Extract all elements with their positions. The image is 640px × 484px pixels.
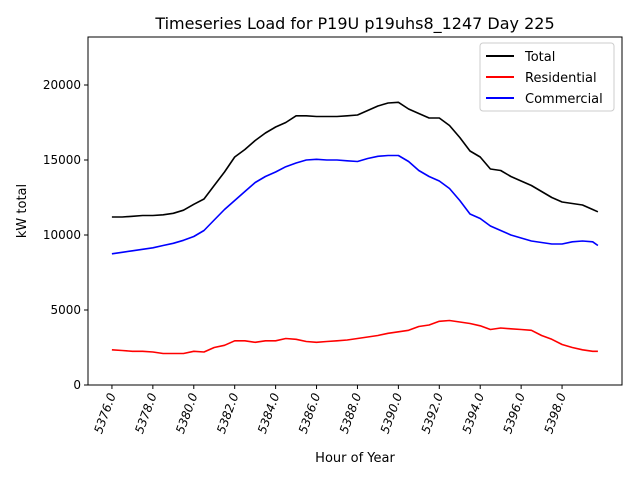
x-tick-label: 5394.0 bbox=[460, 391, 488, 436]
x-tick-label: 5398.0 bbox=[541, 391, 569, 436]
legend: Total Residential Commercial bbox=[479, 42, 615, 112]
legend-label-total: Total bbox=[524, 50, 555, 65]
plot-frame bbox=[87, 36, 623, 386]
series-line-total bbox=[111, 101, 599, 218]
x-axis-label: Hour of Year bbox=[315, 451, 395, 466]
y-tick-label: 0 bbox=[73, 378, 81, 392]
legend-label-residential: Residential bbox=[525, 71, 597, 86]
y-tick-label: 10000 bbox=[43, 228, 81, 242]
x-tick-label: 5396.0 bbox=[500, 391, 528, 436]
x-tick-label: 5386.0 bbox=[296, 391, 324, 436]
x-tick-label: 5392.0 bbox=[419, 391, 447, 436]
x-tick-label: 5378.0 bbox=[132, 391, 160, 436]
series-line-residential bbox=[111, 319, 598, 355]
chart-title: Timeseries Load for P19U p19uhs8_1247 Da… bbox=[154, 14, 554, 34]
series-line-commercial bbox=[111, 154, 599, 255]
y-tick-label: 15000 bbox=[43, 153, 81, 167]
x-tick-label: 5388.0 bbox=[337, 391, 365, 436]
x-tick-label: 5380.0 bbox=[173, 391, 201, 436]
y-tick-label: 5000 bbox=[50, 303, 81, 317]
legend-label-commercial: Commercial bbox=[525, 92, 603, 107]
y-axis-label: kW total bbox=[15, 184, 30, 238]
y-tick-label: 20000 bbox=[43, 78, 81, 92]
x-tick-label: 5376.0 bbox=[91, 391, 119, 436]
x-tick-label: 5384.0 bbox=[255, 391, 283, 436]
x-tick-label: 5390.0 bbox=[378, 391, 406, 436]
x-tick-label: 5382.0 bbox=[214, 391, 242, 436]
